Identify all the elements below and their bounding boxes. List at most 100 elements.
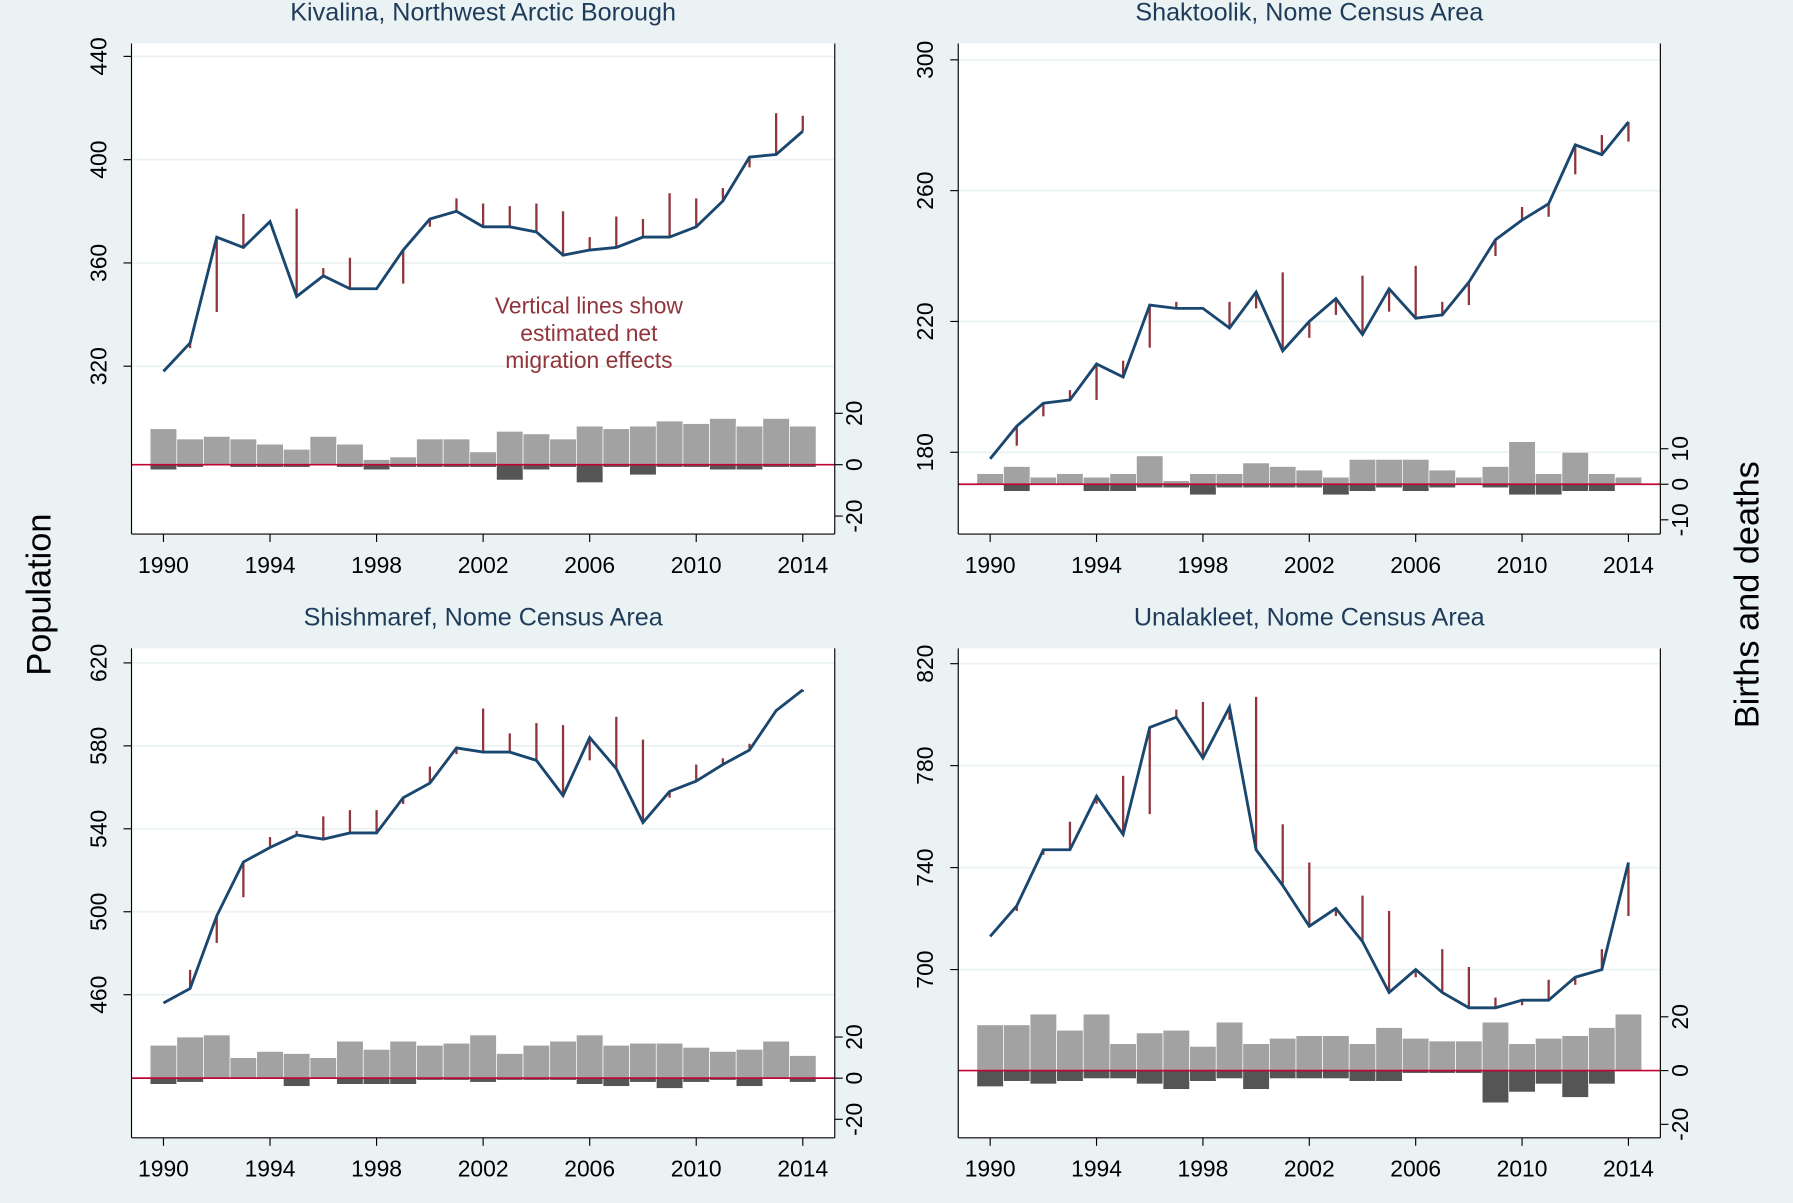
deaths-bar [1109,483,1137,492]
births-bar [336,1040,364,1079]
deaths-bar [336,1077,364,1085]
deaths-bar [1242,1070,1270,1090]
deaths-bar [629,464,657,476]
x-tick-label: 1998 [351,1156,402,1182]
x-tick-label: 2002 [458,552,509,578]
deaths-bar [1003,1070,1031,1082]
births-bar [1029,1013,1057,1071]
births-bar [602,1044,630,1079]
x-tick-label: 2014 [777,1156,828,1182]
births-bar [1003,466,1031,485]
y-tick-label: 780 [912,747,938,785]
x-tick-label: 2014 [777,552,828,578]
births-bar [682,1046,710,1079]
births-bar [362,1049,391,1079]
x-tick-label: 2010 [671,1156,722,1182]
y-tick-label: 440 [85,37,111,75]
births-bar [1561,451,1589,485]
births-bar [629,1042,657,1079]
births-bar [309,436,337,466]
births-bar [309,1057,337,1079]
y-tick-label: 220 [912,302,938,340]
deaths-bar [1348,483,1377,492]
births-bar [1508,1043,1536,1071]
deaths-bar [576,1077,604,1085]
y2-tick-label: -20 [841,1103,867,1136]
births-bar [1455,476,1483,485]
births-bar [522,1044,551,1079]
y2-tick-label: -10 [1667,503,1693,536]
deaths-bar [1348,1070,1377,1082]
births-bar [496,430,524,466]
births-bar [1428,1040,1456,1071]
births-bar [789,425,817,466]
deaths-bar [1215,1070,1244,1079]
deaths-bar [1508,1070,1536,1093]
x-tick-label: 1990 [965,552,1016,578]
y2-tick-label: -20 [841,500,867,533]
x-tick-label: 2006 [564,1156,615,1182]
births-bar [1348,459,1377,485]
deaths-bar [1535,483,1563,496]
births-bar [176,1036,204,1079]
deaths-bar [1481,1070,1510,1104]
births-bar [1189,1046,1217,1071]
y2-tick-label: 20 [1667,1004,1693,1029]
births-bar [282,448,311,466]
deaths-bar [1082,483,1111,492]
deaths-bar [1588,483,1616,492]
x-tick-label: 2002 [458,1156,509,1182]
births-bar [1269,1037,1297,1071]
x-tick-label: 1994 [245,552,296,578]
panel-title: Kivalina, Northwest Arctic Borough [290,0,676,27]
y-tick-label: 260 [912,172,938,210]
births-bar [1136,455,1164,485]
population-line [989,121,1630,460]
births-bar [469,451,497,466]
births-bar [149,1044,178,1079]
births-bar [442,1042,471,1079]
births-bar [655,420,684,466]
x-tick-label: 1998 [351,552,402,578]
births-bar [1402,1037,1430,1071]
births-bar [735,1049,764,1079]
y2-tick-label: 20 [841,401,867,426]
births-bar [1082,476,1111,485]
plot-area [958,43,1661,535]
deaths-bar [1588,1070,1616,1085]
deaths-bar [1561,1070,1589,1098]
births-bar [1295,469,1323,485]
deaths-bar [1535,1070,1563,1085]
y-tick-label: 740 [912,849,938,887]
x-tick-label: 1990 [138,552,189,578]
y-tick-label: 320 [85,347,111,385]
deaths-bar [1322,1070,1350,1079]
deaths-bar [576,464,604,484]
deaths-bar [1269,1070,1297,1079]
x-tick-label: 1994 [245,1156,296,1182]
births-bar [442,438,471,466]
panel-title: Unalakleet, Nome Census Area [1134,604,1485,632]
x-tick-label: 1990 [965,1156,1016,1182]
deaths-bar [1109,1070,1137,1079]
deaths-bar [1189,483,1217,496]
births-bar [1215,473,1244,485]
y-tick-label: 820 [912,645,938,683]
births-bar [976,1024,1004,1071]
x-tick-label: 2014 [1603,552,1654,578]
births-bar [1162,1029,1190,1071]
births-bar [1056,1029,1084,1071]
x-tick-label: 1990 [138,1156,189,1182]
deaths-bar [1082,1070,1111,1079]
y-tick-label: 620 [85,644,111,682]
births-bar [1348,1043,1377,1071]
births-bar [336,443,364,466]
births-bar [1481,1021,1510,1071]
deaths-bar [1402,483,1430,492]
births-bar [203,436,231,466]
births-bar [1535,1037,1563,1071]
births-bar [1588,473,1616,485]
births-bar [629,425,657,466]
births-bar [1056,473,1084,485]
births-bar [1561,1035,1589,1071]
